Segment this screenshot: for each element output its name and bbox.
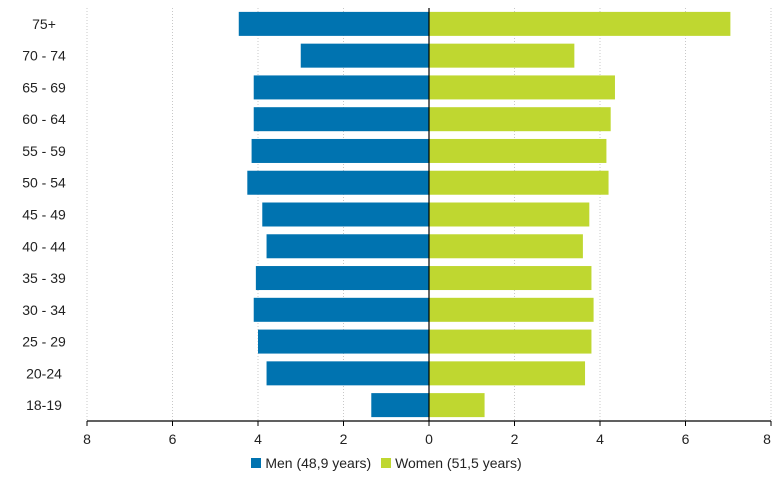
- category-label: 25 - 29: [22, 334, 66, 350]
- bar-women: [429, 393, 485, 418]
- axes: [86, 8, 772, 426]
- bar-women: [429, 43, 575, 68]
- bar-men: [258, 329, 429, 354]
- bar-men: [238, 11, 429, 36]
- category-label: 18-19: [26, 397, 62, 413]
- legend-item-men: Men (48,9 years): [251, 455, 371, 471]
- x-tick-label: 2: [511, 431, 519, 447]
- bar-men: [253, 107, 429, 132]
- bar-men: [262, 202, 429, 227]
- x-tick-label: 6: [682, 431, 690, 447]
- legend-label-men: Men (48,9 years): [265, 455, 372, 471]
- x-tick-label: 8: [763, 431, 771, 447]
- category-label: 40 - 44: [22, 238, 66, 254]
- x-tick-label: 4: [254, 431, 262, 447]
- bar-women: [429, 202, 590, 227]
- bar-women: [429, 266, 592, 291]
- bar-men: [251, 138, 429, 163]
- category-label: 50 - 54: [22, 175, 66, 191]
- bar-women: [429, 234, 583, 259]
- bar-men: [247, 170, 429, 195]
- bar-women: [429, 138, 607, 163]
- legend-swatch-men: [251, 458, 262, 468]
- legend: Men (48,9 years) Women (51,5 years): [0, 455, 773, 471]
- category-label: 60 - 64: [22, 111, 66, 127]
- bar-men: [300, 43, 429, 68]
- bar-women: [429, 297, 594, 322]
- bar-women: [429, 107, 611, 132]
- category-label: 70 - 74: [22, 48, 66, 64]
- category-label: 65 - 69: [22, 79, 66, 95]
- bar-women: [429, 75, 615, 100]
- bar-men: [253, 75, 429, 100]
- x-tick-labels: 8 6 4 2 0 2 4 6 8: [83, 431, 771, 447]
- x-tick-label: 8: [83, 431, 91, 447]
- bars: [238, 11, 731, 418]
- bar-women: [429, 329, 592, 354]
- category-labels: 75+ 70 - 74 65 - 69 60 - 64 55 - 59 50 - 54 45…: [22, 16, 66, 413]
- category-label: 35 - 39: [22, 270, 66, 286]
- bar-men: [371, 393, 429, 418]
- category-label: 75+: [32, 16, 56, 32]
- x-tick-label: 2: [340, 431, 348, 447]
- bar-women: [429, 361, 586, 386]
- bar-men: [255, 266, 429, 291]
- x-tick-label: 0: [425, 431, 433, 447]
- x-tick-label: 6: [169, 431, 177, 447]
- legend-swatch-women: [381, 458, 392, 468]
- bar-men: [266, 361, 429, 386]
- category-label: 30 - 34: [22, 302, 66, 318]
- category-label: 45 - 49: [22, 207, 66, 223]
- bar-women: [429, 11, 731, 36]
- bar-women: [429, 170, 609, 195]
- x-tick-label: 4: [596, 431, 604, 447]
- bar-men: [253, 297, 429, 322]
- bar-men: [266, 234, 429, 259]
- category-label: 20-24: [26, 365, 62, 381]
- category-label: 55 - 59: [22, 143, 66, 159]
- legend-item-women: Women (51,5 years): [381, 455, 522, 471]
- legend-label-women: Women (51,5 years): [395, 455, 522, 471]
